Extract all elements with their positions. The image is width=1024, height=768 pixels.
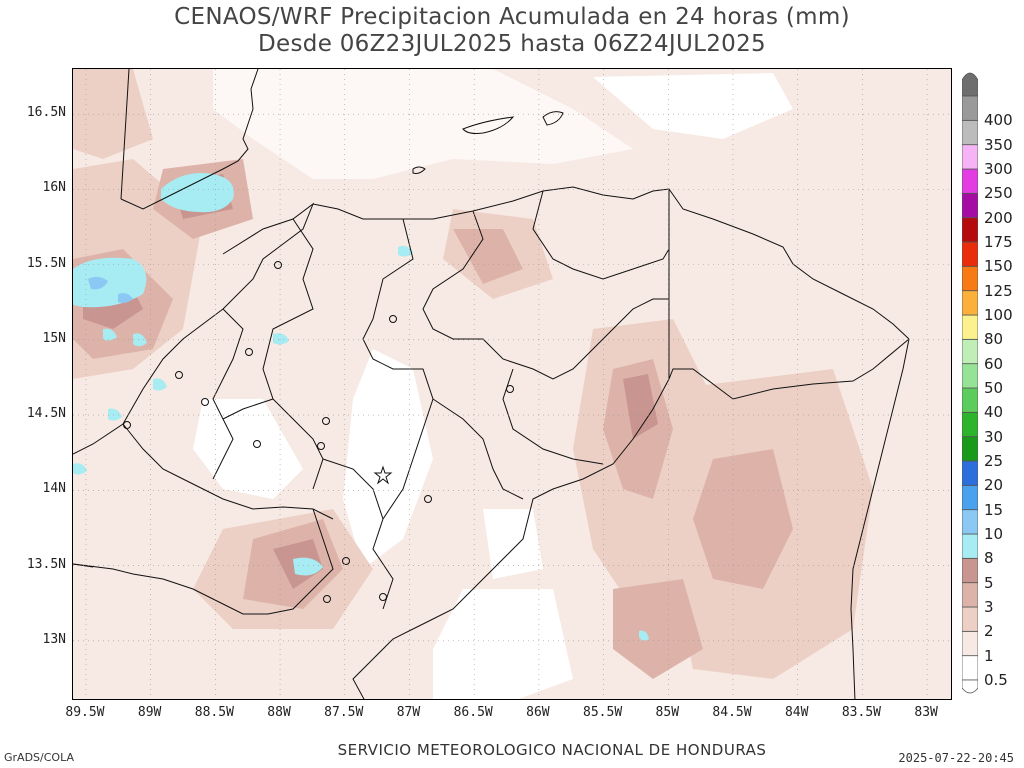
colorbar-level-label: 40 <box>984 403 1004 422</box>
lat-tick-label: 16.5N <box>26 105 66 121</box>
lon-tick-label: 88.5W <box>194 705 234 720</box>
lat-tick-label: 15.5N <box>26 255 66 271</box>
lat-tick-label: 14N <box>42 481 66 497</box>
lat-tick-label: 16N <box>42 180 66 196</box>
capital-star-icon <box>373 465 393 485</box>
colorbar-swatch <box>962 119 978 146</box>
colorbar-swatch <box>962 338 978 365</box>
colorbar-level-label: 30 <box>984 427 1004 446</box>
city-markers <box>123 261 514 603</box>
precipitation-map <box>72 68 952 700</box>
colorbar-level-label: 125 <box>984 281 1013 300</box>
colorbar-swatch <box>962 144 978 170</box>
colorbar-level-label: 200 <box>984 208 1013 227</box>
colorbar-swatch <box>962 436 978 462</box>
chart-subtitle: Desde 06Z23JUL2025 hasta 06Z24JUL2025 <box>258 31 766 57</box>
colorbar-level-label: 80 <box>984 330 1004 349</box>
precipitation-shading <box>73 69 951 699</box>
colorbar-swatch <box>962 484 978 511</box>
colorbar-level-label: 8 <box>984 549 994 568</box>
colorbar-level-label: 100 <box>984 306 1013 324</box>
colorbar-level-label: 175 <box>984 233 1013 251</box>
colorbar-swatch <box>962 509 978 535</box>
colorbar-swatch <box>962 533 978 559</box>
colorbar-swatch <box>962 241 978 267</box>
lon-tick-label: 89W <box>137 705 162 720</box>
lon-tick-label: 85W <box>655 705 680 720</box>
lat-tick-label: 14.5N <box>26 406 66 422</box>
colorbar-swatch <box>962 630 978 657</box>
lat-tick-label: 13.5N <box>26 556 66 572</box>
colorbar-level-label: 60 <box>984 354 1004 373</box>
colorbar-swatch <box>962 387 978 413</box>
colorbar-underflow-cap <box>962 679 978 694</box>
colorbar-swatch <box>962 95 978 121</box>
colorbar-swatch <box>962 363 978 389</box>
colorbar-swatch <box>962 192 978 219</box>
footer-software: GrADS/COLA <box>4 751 74 764</box>
colorbar-level-label: 1 <box>984 646 994 665</box>
lon-tick-label: 83.5W <box>841 705 881 720</box>
colorbar-level-label: 15 <box>984 500 1004 519</box>
colorbar-swatch <box>962 314 978 340</box>
colorbar-overflow-cap <box>962 72 978 97</box>
colorbar <box>962 72 978 694</box>
lon-tick-label: 84.5W <box>712 705 752 720</box>
colorbar-swatch <box>962 265 978 292</box>
lon-tick-label: 86.5W <box>453 705 493 720</box>
colorbar-level-label: 20 <box>984 476 1004 495</box>
lat-tick-label: 13N <box>42 631 66 647</box>
colorbar-level-label: 5 <box>984 573 994 592</box>
colorbar-level-label: 350 <box>984 135 1013 154</box>
colorbar-level-label: 400 <box>984 111 1013 130</box>
colorbar-swatch <box>962 460 978 486</box>
colorbar-level-label: 2 <box>984 622 994 641</box>
colorbar-level-label: 3 <box>984 598 994 616</box>
colorbar-swatch <box>962 606 978 632</box>
lon-tick-label: 87.5W <box>324 705 364 720</box>
colorbar-swatch <box>962 217 978 243</box>
lon-tick-label: 85.5W <box>583 705 623 720</box>
colorbar-level-label: 50 <box>984 379 1004 397</box>
footer-agency: SERVICIO METEOROLOGICO NACIONAL DE HONDU… <box>337 741 767 759</box>
colorbar-level-label: 25 <box>984 452 1004 470</box>
lon-tick-label: 84W <box>784 705 809 720</box>
colorbar-level-label: 250 <box>984 184 1013 203</box>
lon-tick-label: 86W <box>526 705 550 720</box>
lon-tick-label: 87W <box>396 705 421 720</box>
colorbar-swatch <box>962 655 978 681</box>
political-boundaries <box>73 69 910 699</box>
map-grid <box>73 69 951 699</box>
lon-tick-label: 83W <box>914 705 938 720</box>
colorbar-swatch <box>962 582 978 608</box>
lat-tick-label: 15N <box>42 330 66 346</box>
colorbar-level-label: 0.5 <box>984 671 1008 689</box>
colorbar-swatch <box>962 168 978 194</box>
colorbar-swatch <box>962 411 978 438</box>
lon-tick-label: 89.5W <box>65 705 105 720</box>
footer-timestamp: 2025-07-22-20:45 <box>898 751 1014 765</box>
chart-title: CENAOS/WRF Precipitacion Acumulada en 24… <box>174 4 850 30</box>
lon-tick-label: 88W <box>267 705 291 720</box>
map-canvas <box>73 69 951 699</box>
colorbar-level-label: 300 <box>984 160 1013 178</box>
colorbar-swatch <box>962 557 978 584</box>
colorbar-level-label: 10 <box>984 525 1004 543</box>
colorbar-swatch <box>962 290 978 316</box>
colorbar-level-label: 150 <box>984 257 1013 276</box>
